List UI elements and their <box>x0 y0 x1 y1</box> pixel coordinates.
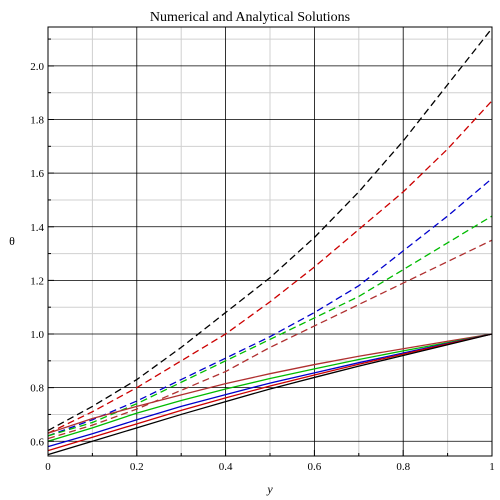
y-tick-label: 1.8 <box>30 115 44 127</box>
series-line-1 <box>47 27 493 432</box>
x-tick-labels: 0 0.2 0.4 0.6 0.8 1 <box>45 461 495 473</box>
x-tick-label: 1 <box>489 461 495 473</box>
series-line-2 <box>47 100 493 434</box>
series-group <box>47 27 493 456</box>
series-line-9 <box>47 333 493 452</box>
y-axis-label: θ <box>9 234 15 248</box>
chart-title: Numerical and Analytical Solutions <box>150 10 350 25</box>
x-tick-label: 0 <box>45 461 51 473</box>
y-tick-label: 1.4 <box>30 222 44 234</box>
y-tick-labels: 0.6 0.8 1.0 1.2 1.4 1.6 1.8 2.0 <box>30 61 44 448</box>
x-tick-label: 0.8 <box>396 461 410 473</box>
series-line-5 <box>47 239 493 440</box>
y-tick-label: 1.2 <box>30 275 44 287</box>
series-line-6 <box>47 333 493 434</box>
y-tick-label: 0.8 <box>30 383 44 395</box>
series-line-3 <box>47 177 493 437</box>
y-tick-label: 1.6 <box>30 168 44 180</box>
series-line-10 <box>47 333 493 456</box>
minor-grid <box>48 27 492 456</box>
y-tick-label: 2.0 <box>30 61 44 73</box>
y-tick-label: 1.0 <box>30 329 44 341</box>
x-tick-label: 0.4 <box>219 461 233 473</box>
x-axis-label: y <box>266 482 273 496</box>
series-line-8 <box>47 333 493 448</box>
y-tick-label: 0.6 <box>30 436 44 448</box>
x-tick-label: 0.2 <box>130 461 144 473</box>
ticks <box>47 38 493 456</box>
series-line-7 <box>47 333 493 442</box>
x-tick-label: 0.6 <box>308 461 322 473</box>
